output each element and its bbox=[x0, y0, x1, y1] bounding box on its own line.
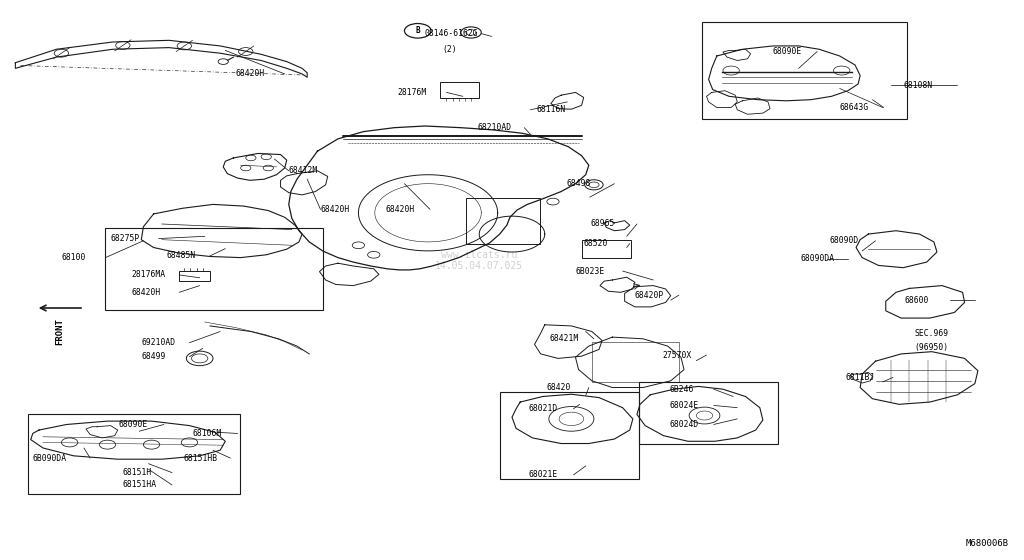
Text: www.ilcats.ru
14.05.04.07.025: www.ilcats.ru 14.05.04.07.025 bbox=[435, 250, 523, 271]
Text: M680006B: M680006B bbox=[966, 539, 1009, 548]
Text: 68412M: 68412M bbox=[289, 166, 318, 175]
Bar bbox=[702, 22, 907, 119]
Text: 68420H: 68420H bbox=[385, 205, 415, 214]
Text: 68420H: 68420H bbox=[236, 69, 265, 78]
Text: 68498: 68498 bbox=[566, 179, 591, 188]
Text: 68151HA: 68151HA bbox=[123, 480, 157, 489]
Bar bbox=[179, 271, 210, 281]
Text: SEC.969: SEC.969 bbox=[914, 329, 948, 338]
Text: 68965: 68965 bbox=[591, 220, 615, 228]
Bar bbox=[28, 414, 240, 494]
Bar bbox=[466, 198, 540, 244]
Text: 68643G: 68643G bbox=[840, 103, 869, 112]
Text: 68116N: 68116N bbox=[537, 105, 566, 114]
Text: 68108N: 68108N bbox=[903, 81, 933, 90]
Text: 68090DA: 68090DA bbox=[801, 254, 835, 263]
Text: 68090E: 68090E bbox=[119, 420, 148, 429]
Text: 6B090DA: 6B090DA bbox=[33, 454, 67, 463]
Text: 68600: 68600 bbox=[904, 296, 929, 305]
Bar bbox=[592, 342, 679, 382]
Bar bbox=[105, 228, 323, 310]
Bar bbox=[440, 82, 479, 98]
Text: 68485N: 68485N bbox=[167, 251, 197, 260]
Text: 6811BJ: 6811BJ bbox=[846, 373, 876, 382]
Text: 68420H: 68420H bbox=[321, 205, 350, 214]
Text: 68420H: 68420H bbox=[131, 288, 161, 297]
Text: 6B023E: 6B023E bbox=[575, 267, 605, 276]
Text: 68021D: 68021D bbox=[528, 404, 558, 413]
Text: 68499: 68499 bbox=[141, 352, 166, 361]
Text: 68024D: 68024D bbox=[670, 420, 699, 429]
Text: 27570X: 27570X bbox=[663, 351, 692, 360]
Bar bbox=[639, 382, 778, 444]
Text: 68421M: 68421M bbox=[550, 334, 580, 343]
Text: 68420: 68420 bbox=[547, 383, 571, 392]
Text: 69210AD: 69210AD bbox=[141, 338, 175, 347]
Text: 68210AD: 68210AD bbox=[477, 123, 511, 132]
Text: 08146-6162G: 08146-6162G bbox=[425, 29, 478, 38]
Text: 68275P: 68275P bbox=[111, 234, 140, 243]
Text: 68024E: 68024E bbox=[670, 401, 699, 410]
Text: 68090E: 68090E bbox=[772, 47, 802, 56]
Text: 68520: 68520 bbox=[584, 239, 608, 248]
Text: 68100: 68100 bbox=[61, 253, 86, 262]
Text: 68106M: 68106M bbox=[193, 429, 222, 438]
Text: 68021E: 68021E bbox=[528, 470, 558, 479]
Text: (2): (2) bbox=[442, 45, 457, 54]
Text: 68420P: 68420P bbox=[635, 291, 665, 300]
Bar bbox=[500, 392, 639, 479]
Text: 28176M: 28176M bbox=[397, 88, 427, 97]
Text: 6B246: 6B246 bbox=[670, 385, 694, 394]
Bar bbox=[582, 240, 631, 258]
Text: B: B bbox=[416, 26, 420, 35]
Text: 68151HB: 68151HB bbox=[183, 454, 217, 463]
Text: 68151H: 68151H bbox=[123, 468, 153, 477]
Text: (96950): (96950) bbox=[914, 343, 948, 352]
Text: 68090D: 68090D bbox=[829, 236, 859, 245]
Text: FRONT: FRONT bbox=[55, 318, 63, 345]
Text: 28176MA: 28176MA bbox=[131, 270, 165, 279]
